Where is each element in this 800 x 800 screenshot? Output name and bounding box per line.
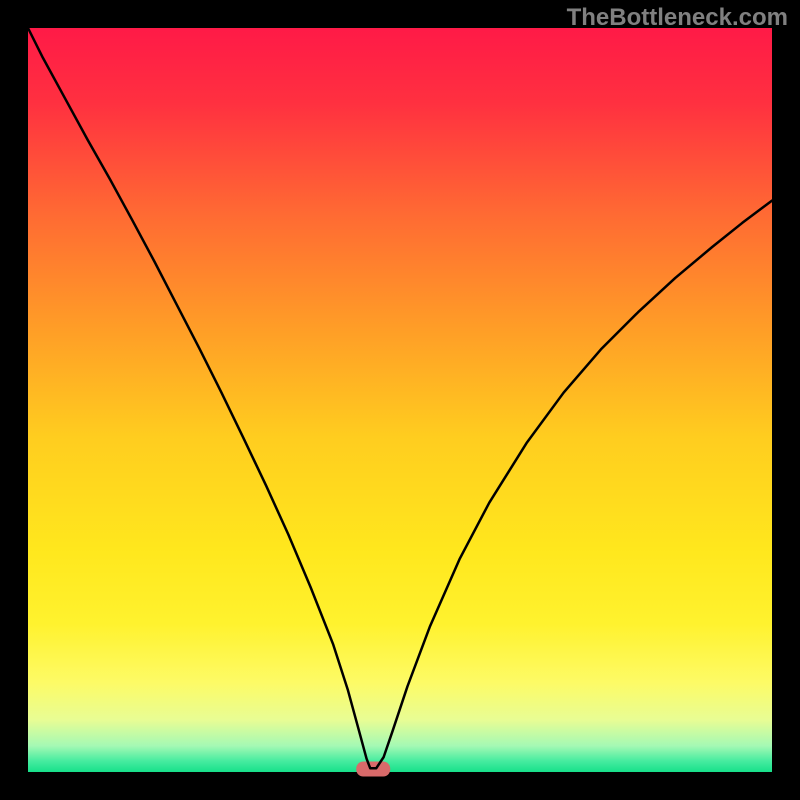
chart-container: TheBottleneck.com [0,0,800,800]
plot-background [28,28,772,772]
bottleneck-chart [0,0,800,800]
